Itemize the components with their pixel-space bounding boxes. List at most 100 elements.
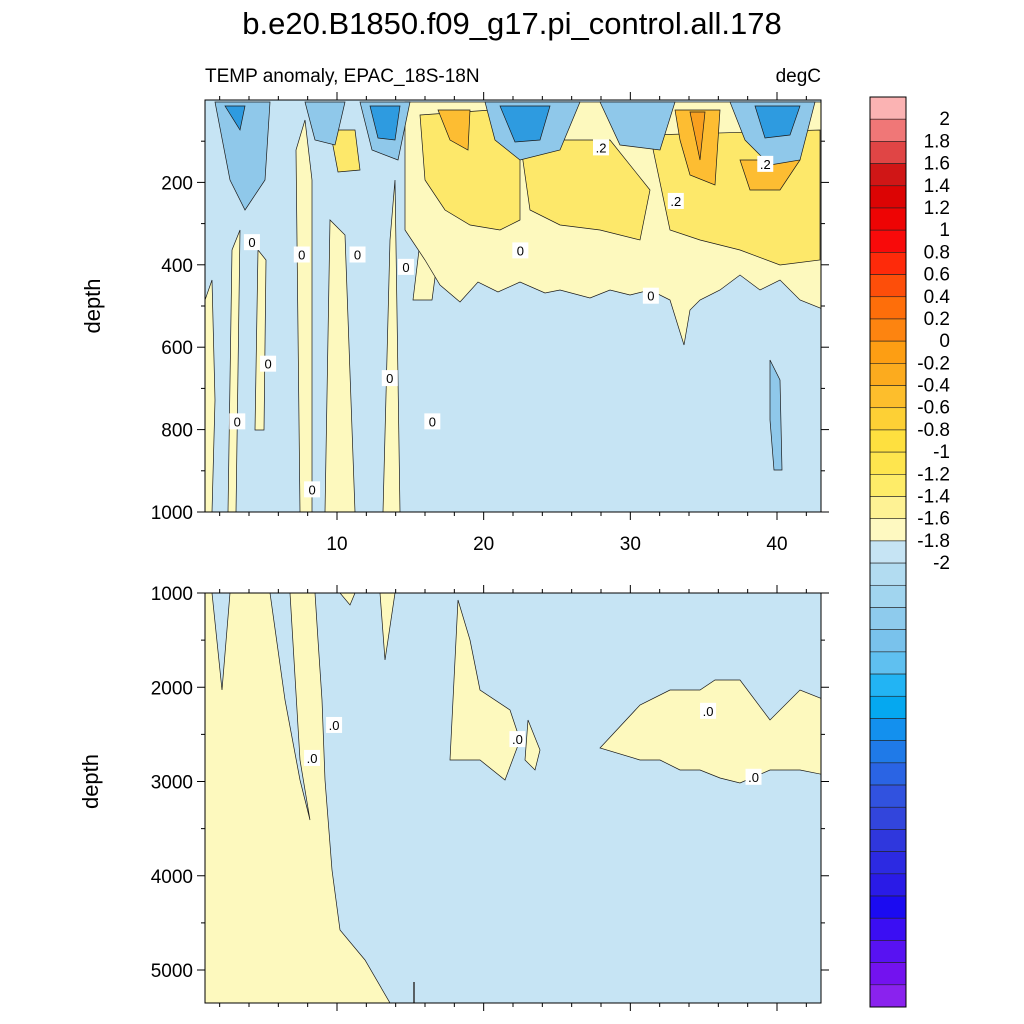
colorbar-box xyxy=(869,252,907,275)
colorbar-box xyxy=(869,518,907,542)
colorbar-label: -1.6 xyxy=(917,509,950,530)
contour-label-bg xyxy=(667,192,684,209)
colorbar-box xyxy=(869,607,907,630)
colorbar-box xyxy=(869,740,907,764)
colorbar-box xyxy=(869,873,907,897)
contour-label: 0 xyxy=(402,260,409,275)
colorbar-box xyxy=(869,207,907,231)
colorbar-label: 0.8 xyxy=(924,242,950,263)
warm-region-strong xyxy=(437,109,471,151)
warm-region xyxy=(205,593,391,1003)
colorbar-box xyxy=(869,962,907,986)
colorbar-box xyxy=(869,651,907,675)
colorbar-box xyxy=(869,296,907,320)
contour-label-bg xyxy=(757,155,774,172)
cold-region-strong xyxy=(224,105,246,131)
colorbar-box xyxy=(869,274,907,298)
cold-region xyxy=(214,101,271,211)
contour-label-bg xyxy=(509,731,526,748)
contour-label: 0 xyxy=(647,289,654,304)
warm-region xyxy=(599,679,821,784)
colorbar-box xyxy=(869,141,907,164)
contour-fills xyxy=(205,593,821,1003)
colorbar-label: -1.8 xyxy=(917,531,950,552)
colorbar-box xyxy=(869,385,907,409)
warm-region xyxy=(295,119,313,512)
warm-region-mid xyxy=(329,129,361,173)
colorbar-box xyxy=(869,363,907,386)
colorbar-label: -0.8 xyxy=(917,420,950,441)
colorbar-box xyxy=(869,673,907,697)
contour-label: 0 xyxy=(264,357,271,372)
y-tick-label: 2000 xyxy=(151,678,193,699)
colorbar-box xyxy=(869,185,907,209)
contour-label: 0 xyxy=(429,414,436,429)
contour-label-bg xyxy=(745,768,762,785)
subtitle-left: TEMP anomaly, EPAC_18S-18N xyxy=(205,66,480,87)
colorbar-label: 1.8 xyxy=(924,131,950,152)
colorbar-label: -0.6 xyxy=(917,398,950,419)
colorbar-box xyxy=(869,940,907,963)
y-tick-label: 5000 xyxy=(151,961,193,982)
colorbar-box xyxy=(869,451,907,475)
colorbar-label: 0.6 xyxy=(924,265,950,286)
cold-region xyxy=(599,101,676,151)
lower-panel: 1000 2000 3000 4000 5000 depth .0 .0 .0 .0 .0 xyxy=(78,584,829,1011)
colorbar-label: 0.2 xyxy=(924,309,950,330)
contour-label: 0 xyxy=(308,482,315,497)
colorbar-label: 0 xyxy=(939,331,950,352)
colorbar: 21.81.61.41.210.80.60.40.20-0.2-0.4-0.6-… xyxy=(869,96,951,1008)
upper-panel: 200 400 600 800 1000 10 20 30 40 depth 0 0 0 0 0 0 0 0 0 0.… xyxy=(80,92,829,555)
contour-label: .0 xyxy=(703,704,714,719)
colorbar-label: 1.2 xyxy=(924,198,950,219)
contour-label-bg xyxy=(260,355,277,372)
warm-region xyxy=(254,249,267,431)
cold-region xyxy=(769,359,783,471)
colorbar-box xyxy=(869,584,907,608)
colorbar-box xyxy=(869,496,907,520)
y-tick-label: 800 xyxy=(161,421,193,442)
contour-label-bg xyxy=(512,242,529,259)
contour-label-bg xyxy=(397,258,414,275)
contour-fills xyxy=(205,101,821,512)
warm-region xyxy=(524,719,541,771)
colorbar-label: -1 xyxy=(933,442,950,463)
colorbar-box xyxy=(869,829,907,852)
y-tick-label: 1000 xyxy=(151,503,193,524)
cold-region-strong xyxy=(754,105,801,139)
y-axis-label: depth xyxy=(78,754,103,809)
warm-region-mid xyxy=(519,139,651,241)
colorbar-box xyxy=(869,784,907,808)
contour-label-bg xyxy=(424,413,441,430)
colorbar-box xyxy=(869,540,907,564)
y-tick-label: 600 xyxy=(161,338,193,359)
warm-region xyxy=(324,219,356,512)
x-tick-label: 30 xyxy=(620,534,641,555)
y-tick-label: 200 xyxy=(161,173,193,194)
contour-label-bg xyxy=(243,234,260,251)
colorbar-box xyxy=(869,851,907,875)
y-tick-label: 400 xyxy=(161,256,193,277)
colorbar-label: -1.2 xyxy=(917,464,950,485)
colorbar-box xyxy=(869,474,907,497)
contour-label-bg xyxy=(642,287,659,304)
colorbar-frame xyxy=(869,96,907,1008)
colorbar-label: 1.6 xyxy=(924,154,950,175)
warm-region-max xyxy=(689,111,706,161)
colorbar-box xyxy=(869,96,907,120)
colorbar-label: 0.4 xyxy=(924,287,951,308)
colorbar-box xyxy=(869,163,907,187)
colorbar-label: -2 xyxy=(933,553,950,574)
colorbar-label: -0.4 xyxy=(917,376,950,397)
contour-label: 0 xyxy=(248,235,255,250)
contour-label: .2 xyxy=(670,194,681,209)
colorbar-label: 2 xyxy=(939,109,950,130)
colorbar-box xyxy=(869,695,907,719)
contour-label-bg xyxy=(229,413,246,430)
contour-label: 0 xyxy=(354,248,361,263)
colorbar-label: 1 xyxy=(939,220,950,241)
colorbar-box xyxy=(869,318,907,342)
warm-region xyxy=(205,279,216,512)
cold-region xyxy=(304,101,346,146)
